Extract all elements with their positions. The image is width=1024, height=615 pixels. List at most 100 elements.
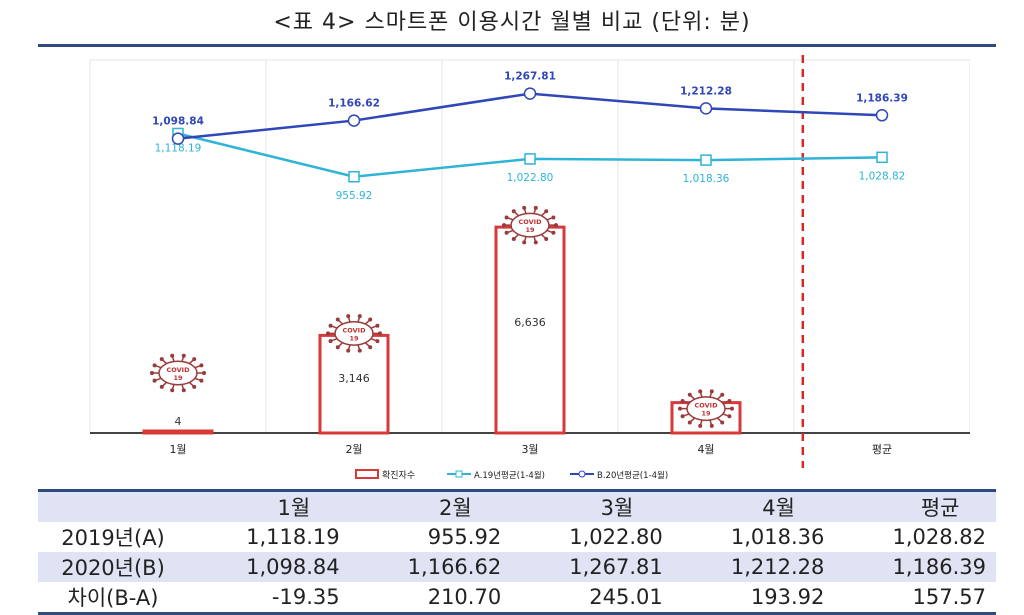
table-header-5: 평균 [920, 496, 960, 520]
table-header-row: 1월 2월 3월 4월 평균 [38, 490, 996, 523]
badge-text: COVID [519, 218, 543, 226]
table-row: 2019년(A) 1,118.19 955.92 1,022.80 1,018.… [38, 522, 996, 552]
virus-spike-tip-icon [159, 384, 164, 389]
virus-spike-tip-icon [727, 398, 732, 403]
covid-badge-icon [334, 320, 374, 346]
series-a-marker [524, 153, 536, 165]
virus-spike-tip-icon [335, 317, 340, 322]
virus-spike-tip-icon [378, 331, 382, 336]
virus-spike-tip-icon [199, 378, 204, 383]
table-cell: 1,212.28 [730, 555, 825, 579]
virus-spike-tip-icon [533, 240, 538, 245]
top-rule [38, 44, 996, 47]
table-cell: -19.35 [271, 585, 340, 609]
virus-spike-tip-icon [544, 209, 549, 214]
virus-spike-tip-icon [678, 406, 682, 411]
virus-spike-tip-icon [720, 420, 725, 425]
virus-spike-tip-icon [511, 209, 516, 214]
legend-bar-swatch [355, 469, 379, 479]
series-b-label: 1,186.39 [856, 92, 908, 104]
virus-spike-tip-icon [328, 323, 333, 328]
badge-text: COVID [343, 326, 367, 334]
row-label: 2020년(B) [61, 556, 165, 580]
bar [318, 333, 390, 435]
virus-spike-tip-icon [170, 388, 175, 393]
virus-spike-tip-icon [181, 388, 186, 393]
covid-badge-icon [686, 396, 726, 422]
virus-spike-tip-icon [368, 317, 373, 322]
row-label: 차이(B-A) [67, 586, 159, 610]
table-header-3: 3월 [600, 496, 634, 520]
legend-label: 확진자수 [382, 469, 415, 481]
virus-spike-tip-icon [727, 414, 732, 419]
virus-spike-tip-icon [680, 398, 685, 403]
x-tick-label: 1월 [169, 443, 186, 456]
virus-spike-tip-icon [375, 323, 380, 328]
table-cell: 955.92 [427, 525, 502, 549]
virus-spike-tip-icon [192, 384, 197, 389]
virus-spike-tip-icon [375, 339, 380, 344]
series-b-marker [875, 109, 889, 122]
series-b-marker [347, 114, 361, 127]
virus-spike-tip-icon [680, 414, 685, 419]
virus-spike-tip-icon [687, 392, 692, 397]
virus-spike-tip-icon [192, 357, 197, 362]
badge-text: 19 [349, 334, 359, 342]
table-cell: 1,267.81 [569, 555, 663, 579]
bar-value-label: 3,146 [338, 372, 370, 385]
virus-spike-tip-icon [554, 223, 558, 228]
virus-spike-tip-icon [328, 339, 333, 344]
series-b-marker [699, 102, 713, 115]
virus-spike-tip-icon [181, 353, 186, 358]
badge-text: 19 [701, 410, 711, 418]
virus-spike-tip-icon [709, 423, 714, 428]
covid-badge-icon [510, 212, 550, 238]
virus-spike-tip-icon [533, 205, 538, 210]
row-label: 2019년(A) [61, 526, 165, 550]
virus-spike-tip-icon [511, 236, 516, 241]
series-a-marker [700, 154, 712, 166]
legend-label: A.19년평균(1-4월) [474, 470, 545, 481]
bar-value-label: 4 [175, 415, 182, 428]
virus-spike-tip-icon [720, 392, 725, 397]
badge-text: COVID [695, 402, 719, 410]
virus-spike-tip-icon [504, 230, 509, 235]
virus-spike-tip-icon [326, 331, 330, 336]
x-tick-label: 3월 [521, 443, 538, 456]
virus-spike-tip-icon [709, 389, 714, 394]
table-row: 차이(B-A) -19.35 210.70 245.01 193.92 157.… [38, 582, 996, 614]
legend-label: B.20년평균(1-4월) [597, 470, 668, 481]
virus-spike-tip-icon [522, 205, 527, 210]
virus-spike-tip-icon [346, 314, 351, 319]
legend-series-a-marker [455, 470, 463, 478]
table-header-blank [38, 491, 188, 523]
virus-spike-tip-icon [202, 371, 206, 375]
table-cell: 157.57 [912, 585, 986, 609]
x-tick-label: 2월 [345, 443, 362, 456]
virus-spike-tip-icon [335, 345, 340, 350]
table-cell: 1,166.62 [407, 555, 502, 579]
virus-spike-tip-icon [152, 378, 157, 383]
badge-text: 19 [525, 226, 535, 234]
badge-text: COVID [167, 366, 191, 374]
virus-spike-tip-icon [357, 348, 362, 353]
table-cell: 1,186.39 [892, 555, 986, 579]
series-b-label: 1,267.81 [504, 71, 556, 83]
virus-spike-tip-icon [522, 240, 527, 245]
bar-value-label: 6,636 [514, 316, 546, 329]
series-b-marker [171, 132, 185, 145]
virus-spike-tip-icon [152, 363, 157, 368]
series-a-label: 1,018.36 [683, 173, 730, 185]
table-cell: 1,022.80 [569, 525, 663, 549]
virus-spike-tip-icon [159, 357, 164, 362]
series-b-label: 1,098.84 [152, 116, 204, 128]
series-b-marker [523, 87, 537, 100]
table-header-1: 1월 [277, 496, 311, 520]
table-cell: 1,028.82 [892, 525, 986, 549]
virus-spike-tip-icon [170, 353, 175, 358]
table-row: 2020년(B) 1,098.84 1,166.62 1,267.81 1,21… [38, 552, 996, 582]
page-title: <표 4> 스마트폰 이용시간 월별 비교 (단위: 분) [273, 10, 751, 35]
virus-spike-tip-icon [698, 423, 703, 428]
x-tick-label: 평균 [872, 443, 892, 456]
